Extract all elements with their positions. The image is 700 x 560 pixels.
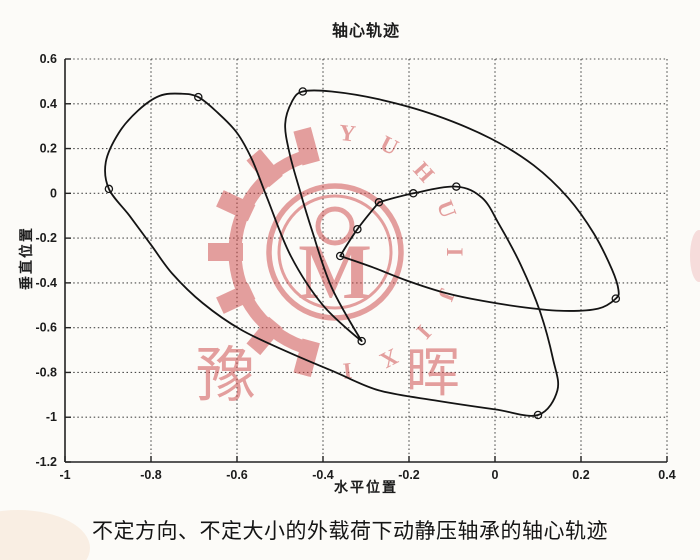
orbit-data-marker (611, 294, 621, 303)
orbit-data-marker (533, 410, 543, 420)
x-tick-label: 0.2 (572, 468, 589, 482)
orbit-data-marker (357, 336, 366, 346)
y-tick-label: -0.8 (35, 365, 57, 379)
paper-stain (0, 510, 90, 560)
watermark-ring-letter: E (293, 353, 314, 381)
y-tick-label: 0.4 (40, 97, 57, 111)
orbit-data-marker (409, 189, 418, 198)
yuhui-watermark: MY UHUIJIXIE豫晖 (196, 120, 467, 411)
gear-tooth-icon (246, 148, 283, 188)
watermark-ring-letter: U (432, 197, 461, 222)
x-tick-label: -0.6 (226, 468, 248, 482)
watermark-ring-letter: Y (338, 120, 358, 147)
gear-tooth-icon (293, 126, 320, 166)
gear-tooth-icon (293, 338, 320, 378)
watermark-cjk-left: 豫 (196, 341, 256, 411)
figure-caption: 不定方向、不定大小的外载荷下动静压轴承的轴心轨迹 (92, 519, 608, 543)
gear-tooth-icon (246, 316, 283, 356)
y-tick-label: -0.4 (35, 276, 57, 290)
y-tick-label: 0.2 (40, 142, 57, 156)
x-tick-label: 0.4 (658, 468, 675, 482)
y-tick-label: 0.6 (40, 52, 57, 66)
orbit-data-marker (298, 87, 308, 96)
orbit-path (104, 89, 620, 417)
x-axis-label: 水平位置 (334, 479, 398, 495)
watermark-ring-letter: X (376, 344, 402, 374)
logo-monogram-ring-icon (315, 206, 355, 246)
x-tick-label: -0.4 (312, 468, 334, 482)
watermark-ring-letter: I (442, 248, 467, 257)
x-tick-label: -1 (59, 468, 70, 482)
watermark-ring-letter: U (376, 131, 402, 161)
x-tick-label: 0 (492, 468, 499, 482)
watermark-cjk-right: 晖 (406, 341, 460, 404)
watermark-ring-letter: I (342, 358, 354, 384)
y-axis-label: 垂直位置 (18, 226, 34, 290)
orbit-data-marker (374, 198, 384, 207)
y-tick-label: -0.2 (35, 231, 57, 245)
gear-tooth-icon (216, 190, 256, 222)
orbit-data-marker (104, 184, 114, 194)
x-tick-label: -0.8 (140, 468, 162, 482)
y-tick-label: 0 (50, 186, 57, 200)
orbit-data-marker (353, 224, 362, 234)
orbit-data-marker (335, 251, 345, 261)
orbit-data-marker (194, 92, 203, 102)
y-tick-label: -1 (46, 410, 57, 424)
y-tick-label: -1.2 (35, 455, 57, 469)
gear-tooth-icon (216, 282, 256, 314)
orbit-data-marker (452, 182, 461, 191)
x-tick-label: -0.2 (398, 468, 420, 482)
y-tick-label: -0.6 (35, 321, 57, 335)
logo-inner-ring-icon (277, 194, 393, 310)
chart-title: 轴心轨迹 (331, 23, 400, 40)
watermark-ring-letter: H (409, 157, 440, 187)
paper-stain (690, 230, 700, 282)
